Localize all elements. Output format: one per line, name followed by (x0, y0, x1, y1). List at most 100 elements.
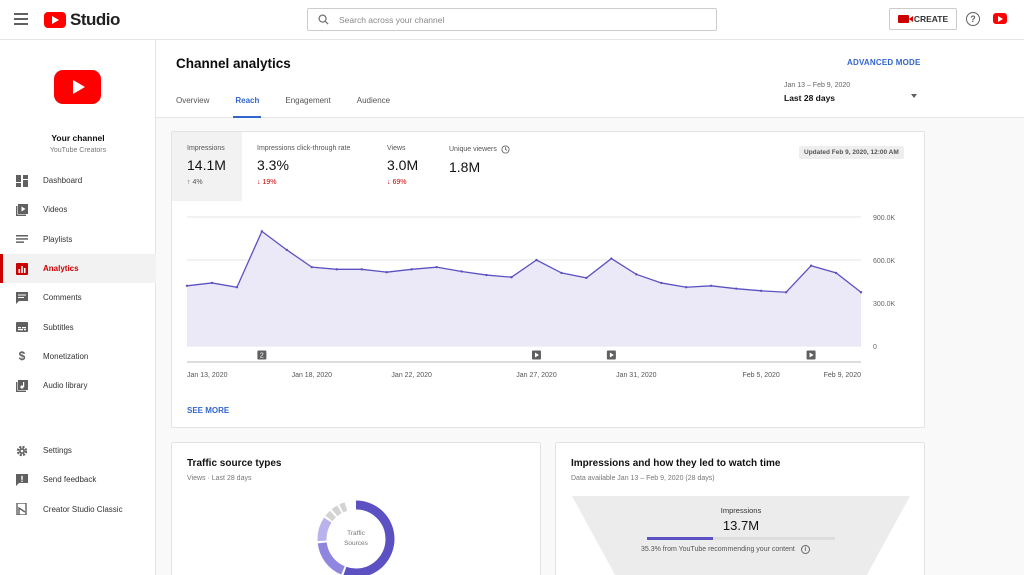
sidebar-item-label: Settings (43, 446, 72, 456)
tab-reach[interactable]: Reach (233, 96, 262, 118)
y-tick-label: 900.0K (873, 215, 896, 222)
sidebar-item-playlists[interactable]: Playlists (0, 225, 156, 254)
data-point (510, 276, 513, 279)
date-range-picker[interactable]: Jan 13 – Feb 9, 2020 Last 28 days (784, 82, 920, 112)
data-point (260, 230, 264, 233)
impressions-funnel-card: Impressions and how they led to watch ti… (555, 442, 925, 575)
tab-overview[interactable]: Overview (176, 96, 210, 105)
analytics-icon (16, 262, 28, 275)
updated-badge: Updated Feb 9, 2020, 12:00 AM (799, 146, 904, 159)
date-range-label: Last 28 days (784, 93, 836, 103)
metric-label-text: Unique viewers (449, 146, 497, 153)
card-subtitle: Views · Last 28 days (187, 475, 252, 482)
y-tick-label: 600.0K (873, 258, 896, 265)
sidebar-item-comments[interactable]: Comments (0, 283, 156, 312)
data-point (560, 271, 563, 275)
metric-delta: ↑ 4% (187, 179, 242, 186)
metric-delta-value: 69% (392, 179, 407, 186)
sidebar-item-label: Subtitles (43, 322, 74, 332)
funnel-title: Impressions (720, 506, 762, 515)
data-point (385, 270, 388, 274)
metric-delta: ↓ 69% (387, 179, 434, 186)
data-point (635, 273, 638, 276)
advanced-mode-link[interactable]: ADVANCED MODE (847, 58, 921, 67)
feedback-icon (16, 473, 28, 486)
multi-video-marker (257, 350, 267, 360)
subtitles-icon (16, 321, 28, 333)
tab-engagement[interactable]: Engagement (285, 96, 331, 105)
sidebar-item-subtitles[interactable]: Subtitles (0, 312, 156, 341)
metric-label: Impressions click-through rate (257, 145, 351, 152)
card-title: Traffic source types (187, 458, 282, 469)
channel-avatar[interactable] (54, 70, 101, 104)
x-tick-label: Jan 13, 2020 (187, 372, 228, 379)
x-tick-label: Jan 18, 2020 (292, 372, 333, 379)
dollar-icon: $ (18, 349, 26, 364)
sidebar-item-creator-studio-classic[interactable]: Creator Studio Classic (0, 495, 156, 524)
metric-label: Impressions (187, 145, 225, 152)
create-button[interactable]: CREATE (889, 8, 957, 30)
metric-label: Views (387, 145, 406, 152)
info-icon[interactable]: i (800, 545, 810, 554)
data-point (784, 291, 788, 294)
dashboard-icon (16, 174, 28, 187)
traffic-source-card: Traffic source types Views · Last 28 day… (171, 442, 541, 575)
logo-text: Studio (70, 10, 120, 29)
data-point (710, 284, 713, 287)
clock-icon[interactable] (501, 145, 510, 154)
marker-count: 2 (260, 353, 264, 360)
sidebar-item-label: Videos (43, 205, 68, 215)
funnel-note: 35.3% from YouTube recommending your con… (641, 545, 810, 554)
metric-impressions-ctr[interactable]: Impressions click-through rate 3.3% ↓ 19… (242, 132, 372, 201)
data-point (734, 287, 738, 290)
series-line (186, 230, 862, 293)
search-input[interactable] (339, 14, 679, 25)
sidebar-item-videos[interactable]: Videos (0, 195, 156, 224)
menu-icon[interactable] (14, 13, 28, 25)
data-point (335, 268, 338, 271)
date-range-text: Jan 13 – Feb 9, 2020 (784, 82, 851, 89)
metric-views[interactable]: Views 3.0M ↓ 69% (372, 132, 434, 201)
data-point (809, 264, 813, 267)
metric-impressions[interactable]: Impressions 14.1M ↑ 4% (172, 132, 242, 201)
sidebar-item-label: Analytics (43, 264, 79, 274)
sidebar-item-analytics[interactable]: Analytics (0, 253, 156, 284)
impressions-funnel-shape (572, 496, 910, 575)
channel-name: Your channel (51, 133, 105, 143)
tab-audience[interactable]: Audience (356, 96, 391, 105)
funnel-note-text: 35.3% from YouTube recommending your con… (641, 546, 795, 553)
funnel-progress-fill (647, 537, 714, 540)
sidebar-item-label: Audio library (43, 381, 88, 391)
reach-metrics-card: Impressions 14.1M ↑ 4% Impressions click… (171, 131, 925, 428)
see-more-link[interactable]: SEE MORE (187, 406, 230, 415)
traffic-donut-chart[interactable] (313, 496, 399, 575)
help-icon[interactable]: ? (966, 12, 980, 26)
studio-logo[interactable]: Studio (44, 10, 120, 30)
data-point (360, 268, 363, 271)
comments-icon (16, 291, 28, 304)
sidebar-nav: Dashboard Videos Playlists Analytics Com… (0, 166, 156, 400)
data-point (310, 265, 314, 269)
sidebar-item-settings[interactable]: Settings (0, 436, 156, 465)
gear-icon (16, 445, 28, 457)
metric-value: 3.3% (257, 157, 289, 173)
metric-unique-viewers[interactable]: Unique viewers 1.8M (434, 132, 524, 201)
sidebar-item-label: Creator Studio Classic (43, 504, 123, 514)
data-point (610, 257, 613, 260)
youtube-logo-icon (44, 12, 66, 28)
sidebar-bottom-nav: Settings Send feedback Creator Studio Cl… (0, 436, 156, 524)
sidebar-item-label: Send feedback (43, 475, 97, 485)
metric-delta-value: 19% (262, 179, 277, 186)
sidebar-item-audio-library[interactable]: Audio library (0, 371, 156, 400)
data-point (435, 265, 438, 269)
play-icon (534, 352, 539, 358)
x-tick-label: Jan 27, 2020 (516, 372, 557, 379)
data-point (210, 281, 214, 285)
sidebar-item-monetization[interactable]: $ Monetization (0, 342, 156, 371)
audio-library-icon (16, 379, 28, 392)
search-bar[interactable] (307, 8, 717, 31)
sidebar-item-send-feedback[interactable]: Send feedback (0, 465, 156, 494)
account-icon[interactable] (993, 13, 1007, 24)
channel-subtitle: YouTube Creators (49, 147, 107, 154)
sidebar-item-dashboard[interactable]: Dashboard (0, 166, 156, 195)
